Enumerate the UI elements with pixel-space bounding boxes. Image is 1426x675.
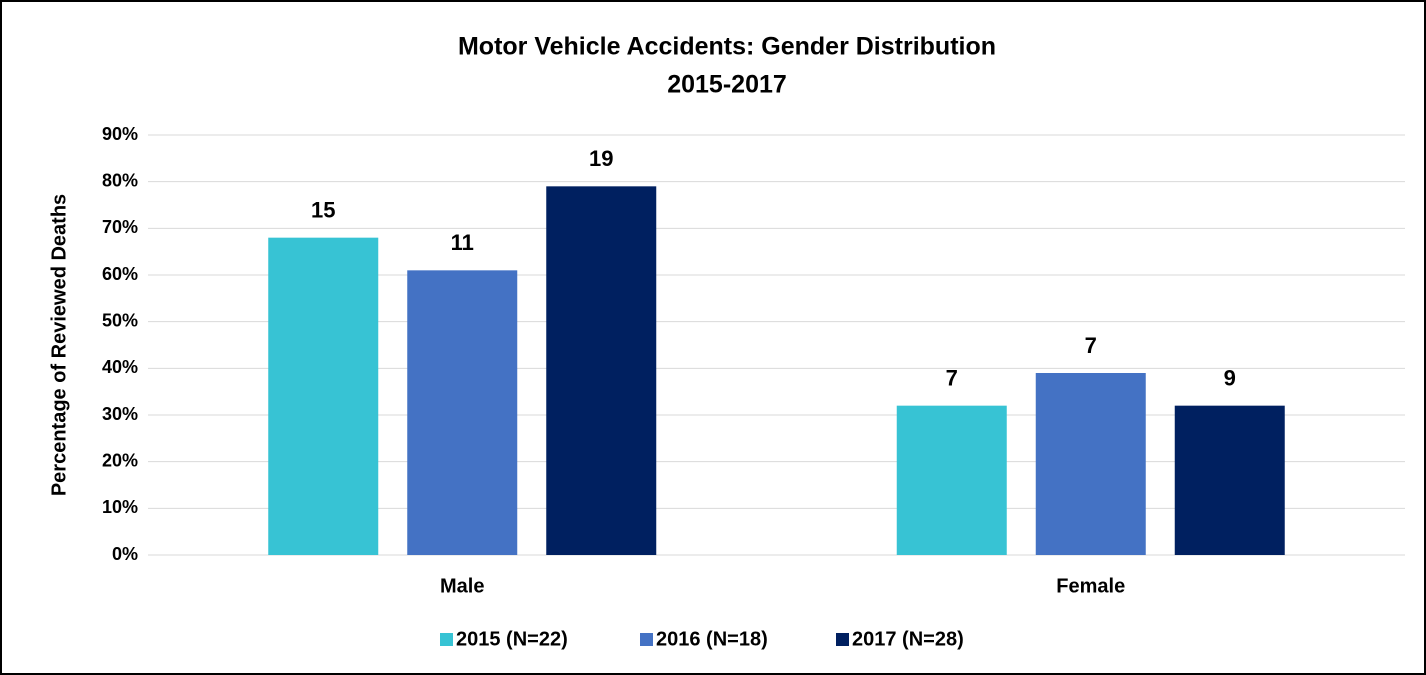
chart-title: Motor Vehicle Accidents: Gender Distribu… xyxy=(458,33,996,61)
y-tick-label: 60% xyxy=(102,264,138,284)
data-label: 11 xyxy=(451,230,474,255)
bar xyxy=(268,237,379,555)
chart-subtitle: 2015-2017 xyxy=(667,71,787,99)
bar xyxy=(407,270,518,555)
data-label: 9 xyxy=(1224,365,1236,390)
x-tick-label: Male xyxy=(440,575,484,597)
legend-label: 2015 (N=22) xyxy=(456,628,568,650)
y-tick-label: 20% xyxy=(102,450,138,470)
y-axis-label: Percentage of Reviewed Deaths xyxy=(48,194,70,496)
legend-label: 2016 (N=18) xyxy=(656,628,768,650)
data-label: 7 xyxy=(946,365,958,390)
legend-label: 2017 (N=28) xyxy=(852,628,964,650)
legend-swatch xyxy=(836,633,849,646)
y-tick-label: 80% xyxy=(102,170,138,190)
x-tick-label: Female xyxy=(1056,575,1125,597)
y-tick-label: 90% xyxy=(102,124,138,144)
legend-swatch xyxy=(440,633,453,646)
y-tick-label: 70% xyxy=(102,217,138,237)
data-label: 19 xyxy=(589,146,613,171)
bar xyxy=(546,186,657,556)
y-tick-label: 40% xyxy=(102,357,138,377)
data-label: 7 xyxy=(1085,333,1097,358)
bar xyxy=(896,405,1007,555)
y-tick-label: 0% xyxy=(112,544,138,564)
legend-swatch xyxy=(640,633,653,646)
bar xyxy=(1035,373,1146,555)
y-tick-label: 30% xyxy=(102,404,138,424)
y-tick-label: 50% xyxy=(102,310,138,330)
data-label: 15 xyxy=(311,197,335,222)
y-tick-label: 10% xyxy=(102,497,138,517)
bar xyxy=(1174,405,1285,555)
